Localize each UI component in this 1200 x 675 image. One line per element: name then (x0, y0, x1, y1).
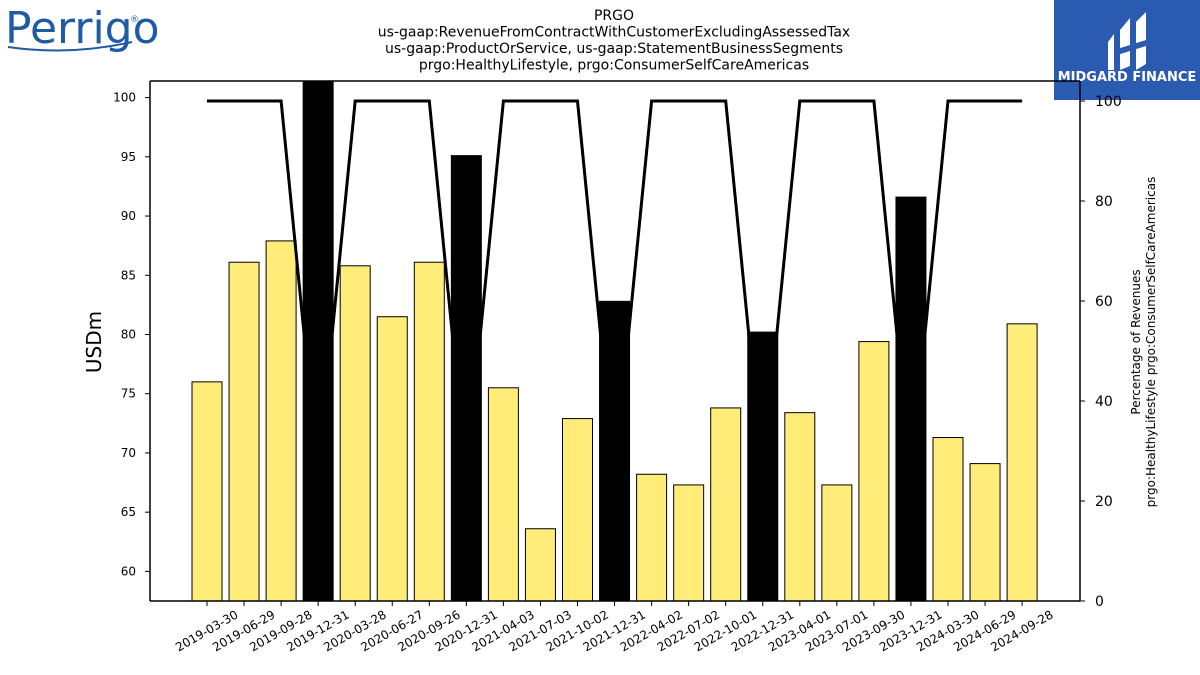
y-left-tick-label: 90 (121, 209, 136, 223)
bar-annual (599, 300, 631, 602)
x-axis: 2019-03-302019-06-292019-09-282019-12-31… (173, 601, 1056, 654)
chart-title-line: PRGO (594, 8, 634, 24)
bar-quarter (562, 418, 593, 602)
midgard-logo: MIDGARD FINANCE (1054, 0, 1200, 100)
bar-annual (302, 80, 334, 602)
y-axis-right-label: Percentage of Revenues prgo:HealthyLifest… (1129, 177, 1158, 508)
bar-quarter (487, 387, 519, 602)
bar-quarter (228, 261, 260, 602)
percentage-line (207, 99, 1023, 477)
perrigo-logo: Perrigo ® (5, 3, 160, 54)
bar-quarter (1006, 323, 1038, 602)
bar-series (191, 80, 1038, 602)
midgard-emblem-icon (1108, 12, 1146, 70)
bar-quarter (413, 261, 445, 602)
midgard-logo-text: MIDGARD FINANCE (1058, 70, 1197, 85)
bar-quarter (710, 407, 742, 602)
y-left-tick-label: 70 (121, 446, 136, 460)
perrigo-swoosh-icon (7, 41, 133, 52)
y-right-tick-label: 40 (1095, 394, 1113, 410)
y-left-tick-label: 100 (113, 91, 136, 105)
bar-quarter (191, 381, 223, 602)
y-left-tick-label: 60 (121, 564, 136, 578)
bar-quarter (821, 484, 853, 602)
y-right-label-line: prgo:HealthyLifestyle prgo:ConsumerSelfC… (1144, 177, 1158, 508)
y-axis-right: 0 20 40 60 80 100 (1080, 94, 1122, 610)
bar-quarter (784, 412, 816, 602)
y-right-tick-label: 100 (1095, 94, 1122, 110)
y-right-tick-label: 20 (1095, 494, 1113, 510)
y-left-tick-label: 65 (121, 505, 136, 519)
perrigo-logo-text: Perrigo (5, 3, 160, 54)
bar-quarter (858, 341, 890, 602)
y-axis-left: 60 65 70 75 80 85 90 95 100 (113, 91, 150, 578)
y-left-tick-label: 95 (121, 150, 136, 164)
plot-frame (149, 80, 1081, 602)
y-axis-left-label: USDm (82, 311, 106, 373)
bar-quarter (932, 437, 964, 602)
y-right-tick-label: 60 (1095, 294, 1113, 310)
bar-quarter (636, 473, 668, 602)
chart-title: PRGOus-gaap:RevenueFromContractWithCusto… (378, 8, 850, 74)
perrigo-reg-mark: ® (130, 15, 139, 25)
y-right-label-line: Percentage of Revenues (1129, 269, 1143, 414)
bar-quarter (673, 484, 705, 602)
bar-quarter (969, 463, 1001, 602)
chart-title-line: us-gaap:RevenueFromContractWithCustomerE… (378, 25, 850, 41)
chart-title-line: prgo:HealthyLifestyle, prgo:ConsumerSelf… (419, 58, 809, 74)
bar-quarter (339, 265, 371, 602)
y-right-tick-label: 0 (1095, 594, 1104, 610)
y-left-tick-label: 85 (121, 268, 136, 282)
chart-title-line: us-gaap:ProductOrService, us-gaap:Statem… (385, 41, 843, 57)
bar-quarter (524, 528, 556, 602)
y-left-tick-label: 80 (121, 327, 136, 341)
y-left-tick-label: 75 (121, 387, 136, 401)
bar-quarter (376, 316, 408, 602)
percentage-line-series (207, 99, 1023, 477)
y-right-tick-label: 80 (1095, 194, 1113, 210)
bar-annual (895, 196, 927, 602)
bar-quarter (265, 240, 297, 602)
